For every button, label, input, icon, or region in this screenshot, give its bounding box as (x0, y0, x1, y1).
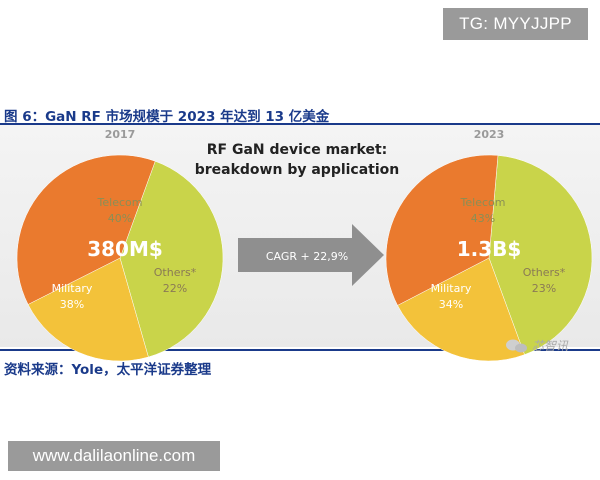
pie-slice-2023-telecom (488, 155, 593, 355)
year-label-2017: 2017 (105, 128, 136, 141)
chart-title-line2: breakdown by application (195, 162, 400, 178)
cagr-arrow (238, 224, 384, 286)
source-note: 资料来源：Yole，太平洋证券整理 (4, 362, 212, 378)
pie-label-value-2023-telecom: 43% (471, 212, 495, 225)
tg-watermark: TG: MYYJJPP (443, 8, 588, 40)
pie-label-name-2023-telecom: Telecom (460, 196, 506, 209)
pie-slice-2023-military (385, 154, 499, 306)
pie-slice-2017-military (16, 154, 156, 305)
pie-label-name-2017-telecom: Telecom (97, 196, 143, 209)
cagr-label: CAGR + 22,9% (266, 250, 348, 263)
pie-label-name-2017-others: Others* (154, 266, 197, 279)
pie-label-name-2023-military: Military (431, 282, 472, 295)
pie-label-value-2017-others: 22% (163, 282, 187, 295)
pie-total-2023: 1.3B$ (457, 237, 522, 261)
top-rule (0, 123, 600, 125)
wechat-source-mark: 芯智讯 (532, 339, 569, 353)
bottom-rule (0, 349, 600, 351)
pie-label-name-2017-military: Military (52, 282, 93, 295)
chart-title-line1: RF GaN device market: (207, 142, 388, 158)
site-watermark: www.dalilaonline.com (8, 441, 220, 471)
pie-total-2017: 380M$ (87, 237, 163, 261)
pie-label-value-2023-others: 23% (532, 282, 556, 295)
pie-label-value-2017-telecom: 40% (108, 212, 132, 225)
wechat-icon (506, 339, 527, 353)
figure-title: 图 6：GaN RF 市场规模于 2023 年达到 13 亿美金 (4, 109, 330, 125)
pie-label-name-2023-others: Others* (523, 266, 566, 279)
pie-label-value-2023-military: 34% (439, 298, 463, 311)
year-label-2023: 2023 (474, 128, 505, 141)
pie-slice-2023-others (397, 257, 525, 362)
pie-label-value-2017-military: 38% (60, 298, 84, 311)
pie-slice-2017-others (27, 257, 149, 362)
pie-slice-2017-telecom (119, 160, 224, 358)
